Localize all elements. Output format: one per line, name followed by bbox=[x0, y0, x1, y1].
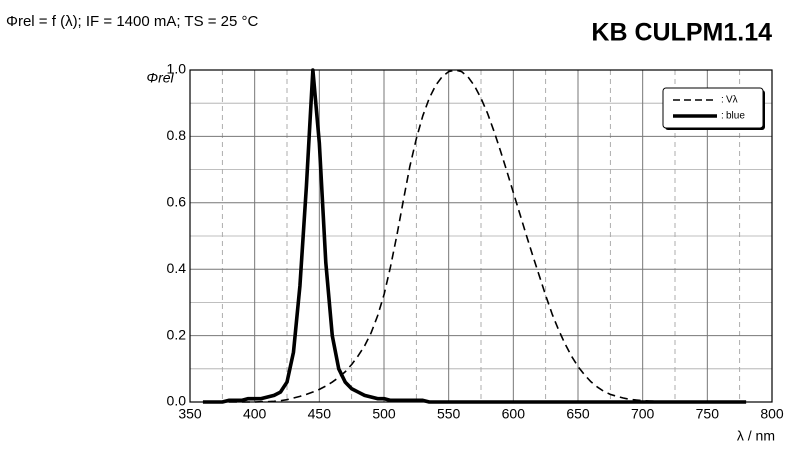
x-tick-label: 650 bbox=[566, 406, 590, 422]
x-tick-label: 500 bbox=[372, 406, 396, 422]
chart-title: KB CULPM1.14 bbox=[591, 19, 772, 47]
x-tick-label: 450 bbox=[308, 406, 332, 422]
y-tick-label: 0.0 bbox=[167, 393, 187, 409]
y-tick-label: 0.6 bbox=[167, 194, 187, 210]
legend-colon: : bbox=[721, 95, 724, 106]
x-tick-label: 600 bbox=[502, 406, 526, 422]
series-line bbox=[202, 68, 747, 404]
y-axis-label: Φrel bbox=[146, 70, 174, 86]
legend-box bbox=[662, 87, 764, 129]
y-tick-label: 0.2 bbox=[167, 326, 187, 342]
x-axis-label: λ / nm bbox=[737, 428, 775, 444]
chart-subtitle: Φrel = f (λ); IF = 1400 mA; TS = 25 °C bbox=[6, 13, 259, 30]
legend-label: blue bbox=[726, 111, 745, 122]
x-tick-label: 350 bbox=[178, 406, 202, 422]
x-tick-label: 800 bbox=[760, 406, 784, 422]
legend-colon: : bbox=[721, 111, 724, 122]
y-tick-label: 1.0 bbox=[167, 61, 187, 77]
x-tick-label: 550 bbox=[437, 406, 461, 422]
x-tick-label: 750 bbox=[696, 406, 720, 422]
x-tick-label: 700 bbox=[631, 406, 655, 422]
y-tick-label: 0.8 bbox=[167, 127, 187, 143]
legend-label: Vλ bbox=[726, 95, 738, 106]
x-tick-label: 400 bbox=[243, 406, 267, 422]
y-tick-label: 0.4 bbox=[167, 260, 187, 276]
